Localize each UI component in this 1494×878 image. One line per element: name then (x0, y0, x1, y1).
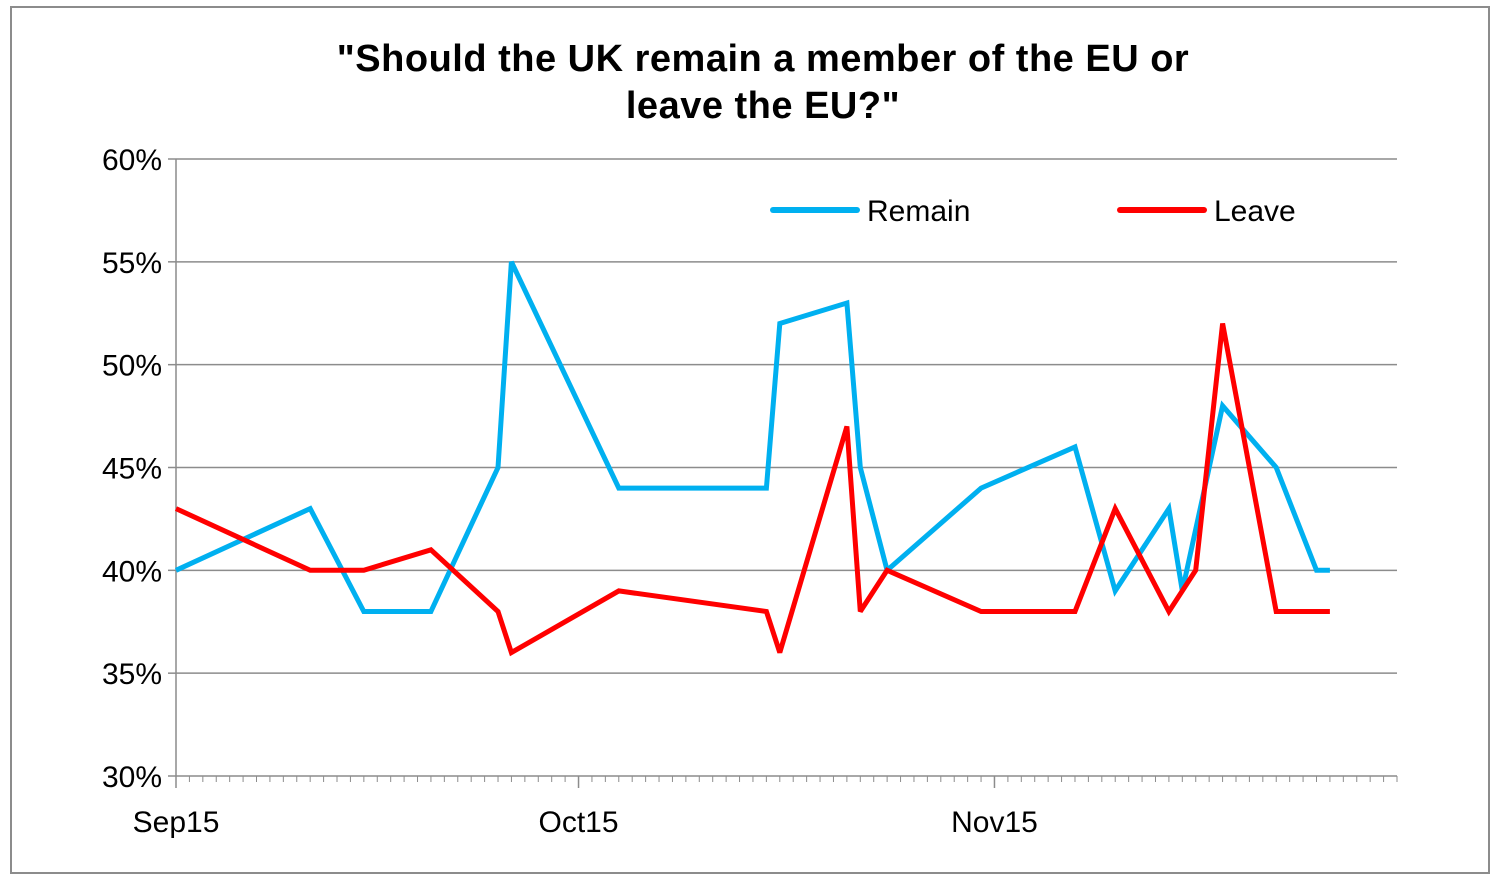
y-tick-label-40: 40% (102, 555, 162, 588)
x-tick-label-sep15: Sep15 (133, 806, 220, 839)
y-axis-ticks: 30% 35% 40% 45% 50% 55% 60% (102, 144, 176, 794)
x-tick-label-nov15: Nov15 (951, 806, 1038, 839)
legend: Remain Leave (770, 195, 1296, 228)
chart-title-line-1: "Should the UK remain a member of the EU… (336, 38, 1190, 80)
y-tick-label-50: 50% (102, 350, 162, 383)
y-tick-label-55: 55% (102, 247, 162, 280)
legend-label-leave: Leave (1214, 195, 1296, 228)
gridlines (176, 158, 1397, 674)
chart-title-line-2: leave the EU?" (625, 85, 901, 127)
legend-label-remain: Remain (867, 195, 970, 228)
series-line-remain (174, 260, 1330, 614)
y-tick-label-30: 30% (102, 761, 162, 794)
y-tick-label-60: 60% (102, 144, 162, 177)
x-axis-ticks: Sep15 Oct15 Nov15 (133, 776, 1398, 839)
chart-title: "Should the UK remain a member of the EU… (0, 36, 1494, 130)
y-tick-label-35: 35% (102, 658, 162, 691)
x-tick-label-oct15: Oct15 (539, 806, 619, 839)
series-line-leave (174, 323, 1330, 657)
series-lines (174, 260, 1330, 657)
y-tick-label-45: 45% (102, 453, 162, 486)
